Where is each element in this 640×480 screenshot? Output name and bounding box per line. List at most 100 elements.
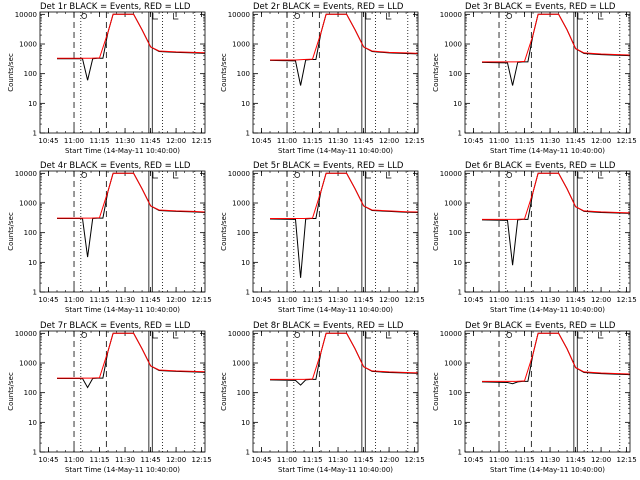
detector-panel: Det 4r BLACK = Events, RED = LLD 1 10 100 10… (7, 161, 212, 314)
state-marker-bracket (598, 13, 604, 20)
x-tick-label: 12:00 (591, 137, 611, 145)
y-tick-label: 10000 (15, 11, 37, 19)
plot-frame (252, 330, 419, 453)
y-tick-label: 1000 (232, 360, 250, 368)
panel-title: Det 8r BLACK = Events, RED = LLD (253, 321, 404, 331)
x-tick-label: 10:45 (251, 456, 271, 464)
y-tick-label: 10 (241, 259, 250, 267)
detector-panel: Det 9r BLACK = Events, RED = LLD 1 10 100 10… (432, 321, 637, 474)
events-series-line (57, 13, 205, 81)
y-axis-label: Counts/sec (432, 53, 440, 92)
y-axis-label: Counts/sec (7, 212, 15, 251)
lld-series-line (482, 332, 630, 382)
y-axis-label: Counts/sec (432, 212, 440, 251)
plot-frame (252, 11, 419, 134)
state-marker-bracket (365, 332, 371, 339)
y-tick-label: 10000 (228, 11, 250, 19)
y-tick-label: 10000 (15, 170, 37, 178)
y-tick-label: 10000 (440, 170, 462, 178)
lld-series-line (57, 172, 205, 219)
y-tick-label: 100 (449, 229, 462, 237)
y-tick-label: 1 (33, 289, 37, 297)
state-marker-bracket (173, 172, 179, 179)
y-tick-label: 10 (241, 419, 250, 427)
y-tick-label: 1 (458, 449, 462, 457)
y-tick-label: 10 (453, 259, 462, 267)
x-tick-label: 11:45 (140, 296, 160, 304)
x-axis-label: Start Time (14-May-11 10:40:00) (490, 147, 605, 155)
state-marker-circle (506, 172, 513, 178)
state-marker-circle (506, 332, 513, 338)
y-tick-label: 1 (246, 449, 250, 457)
x-tick-label: 11:45 (353, 296, 373, 304)
y-tick-label: 1000 (444, 360, 462, 368)
lld-series-line (482, 172, 630, 220)
x-tick-label: 12:00 (591, 296, 611, 304)
y-tick-label: 1000 (232, 41, 250, 49)
panel-title: Det 5r BLACK = Events, RED = LLD (253, 161, 404, 171)
detector-panel: Det 7r BLACK = Events, RED = LLD 1 10 100 10… (7, 321, 212, 474)
x-tick-label: 11:30 (115, 456, 135, 464)
y-tick-label: 1 (458, 130, 462, 138)
y-axis-label: Counts/sec (432, 372, 440, 411)
x-tick-label: 11:00 (277, 296, 297, 304)
y-tick-label: 1000 (19, 41, 37, 49)
events-series-line (481, 13, 630, 86)
x-tick-label: 11:00 (64, 137, 84, 145)
x-tick-label: 10:45 (38, 456, 58, 464)
y-tick-label: 100 (237, 229, 250, 237)
y-axis-label: Counts/sec (220, 53, 228, 92)
y-tick-label: 100 (449, 70, 462, 78)
y-tick-label: 1 (246, 130, 250, 138)
x-tick-label: 10:45 (251, 137, 271, 145)
events-series-line (269, 13, 418, 86)
x-tick-label: 12:00 (166, 296, 186, 304)
y-axis-label: Counts/sec (7, 53, 15, 92)
x-tick-label: 10:45 (251, 296, 271, 304)
events-series-line (269, 332, 418, 386)
y-tick-label: 1 (33, 449, 37, 457)
state-marker-bracket (173, 332, 179, 339)
x-tick-label: 11:15 (302, 296, 322, 304)
y-tick-label: 10 (453, 100, 462, 108)
state-marker-bracket (598, 172, 604, 179)
state-marker-circle (81, 172, 88, 178)
y-tick-label: 10 (453, 419, 462, 427)
lld-series-line (270, 13, 418, 61)
state-marker-bracket (365, 172, 371, 179)
panel-title: Det 3r BLACK = Events, RED = LLD (465, 2, 616, 12)
x-tick-label: 11:00 (489, 456, 509, 464)
plot-frame (39, 170, 206, 293)
plot-frame (252, 170, 419, 293)
y-axis-label: Counts/sec (220, 372, 228, 411)
x-tick-label: 12:15 (617, 296, 637, 304)
x-tick-label: 12:00 (166, 137, 186, 145)
plot-frame (39, 330, 206, 453)
y-tick-label: 10000 (228, 330, 250, 338)
lld-series-line (57, 13, 205, 59)
x-tick-label: 11:45 (140, 456, 160, 464)
x-tick-label: 11:45 (565, 456, 585, 464)
y-tick-label: 1000 (444, 41, 462, 49)
x-axis-label: Start Time (14-May-11 10:40:00) (490, 466, 605, 474)
plot-frame (464, 330, 631, 453)
panel-title: Det 9r BLACK = Events, RED = LLD (465, 321, 616, 331)
x-axis-label: Start Time (14-May-11 10:40:00) (278, 306, 393, 314)
y-axis-label: Counts/sec (220, 212, 228, 251)
events-series-line (269, 172, 418, 278)
plot-frame (464, 11, 631, 134)
state-marker-bracket (152, 332, 158, 339)
state-marker-bracket (386, 13, 392, 20)
state-marker-bracket (152, 172, 158, 179)
x-tick-label: 12:00 (591, 456, 611, 464)
x-tick-label: 11:45 (565, 296, 585, 304)
x-tick-label: 11:15 (89, 137, 109, 145)
state-marker-bracket (386, 332, 392, 339)
y-tick-label: 10 (241, 100, 250, 108)
panel-title: Det 4r BLACK = Events, RED = LLD (40, 161, 191, 171)
y-tick-label: 10000 (228, 170, 250, 178)
panel-title: Det 1r BLACK = Events, RED = LLD (40, 2, 191, 12)
x-tick-label: 12:15 (192, 137, 212, 145)
x-tick-label: 11:00 (277, 137, 297, 145)
